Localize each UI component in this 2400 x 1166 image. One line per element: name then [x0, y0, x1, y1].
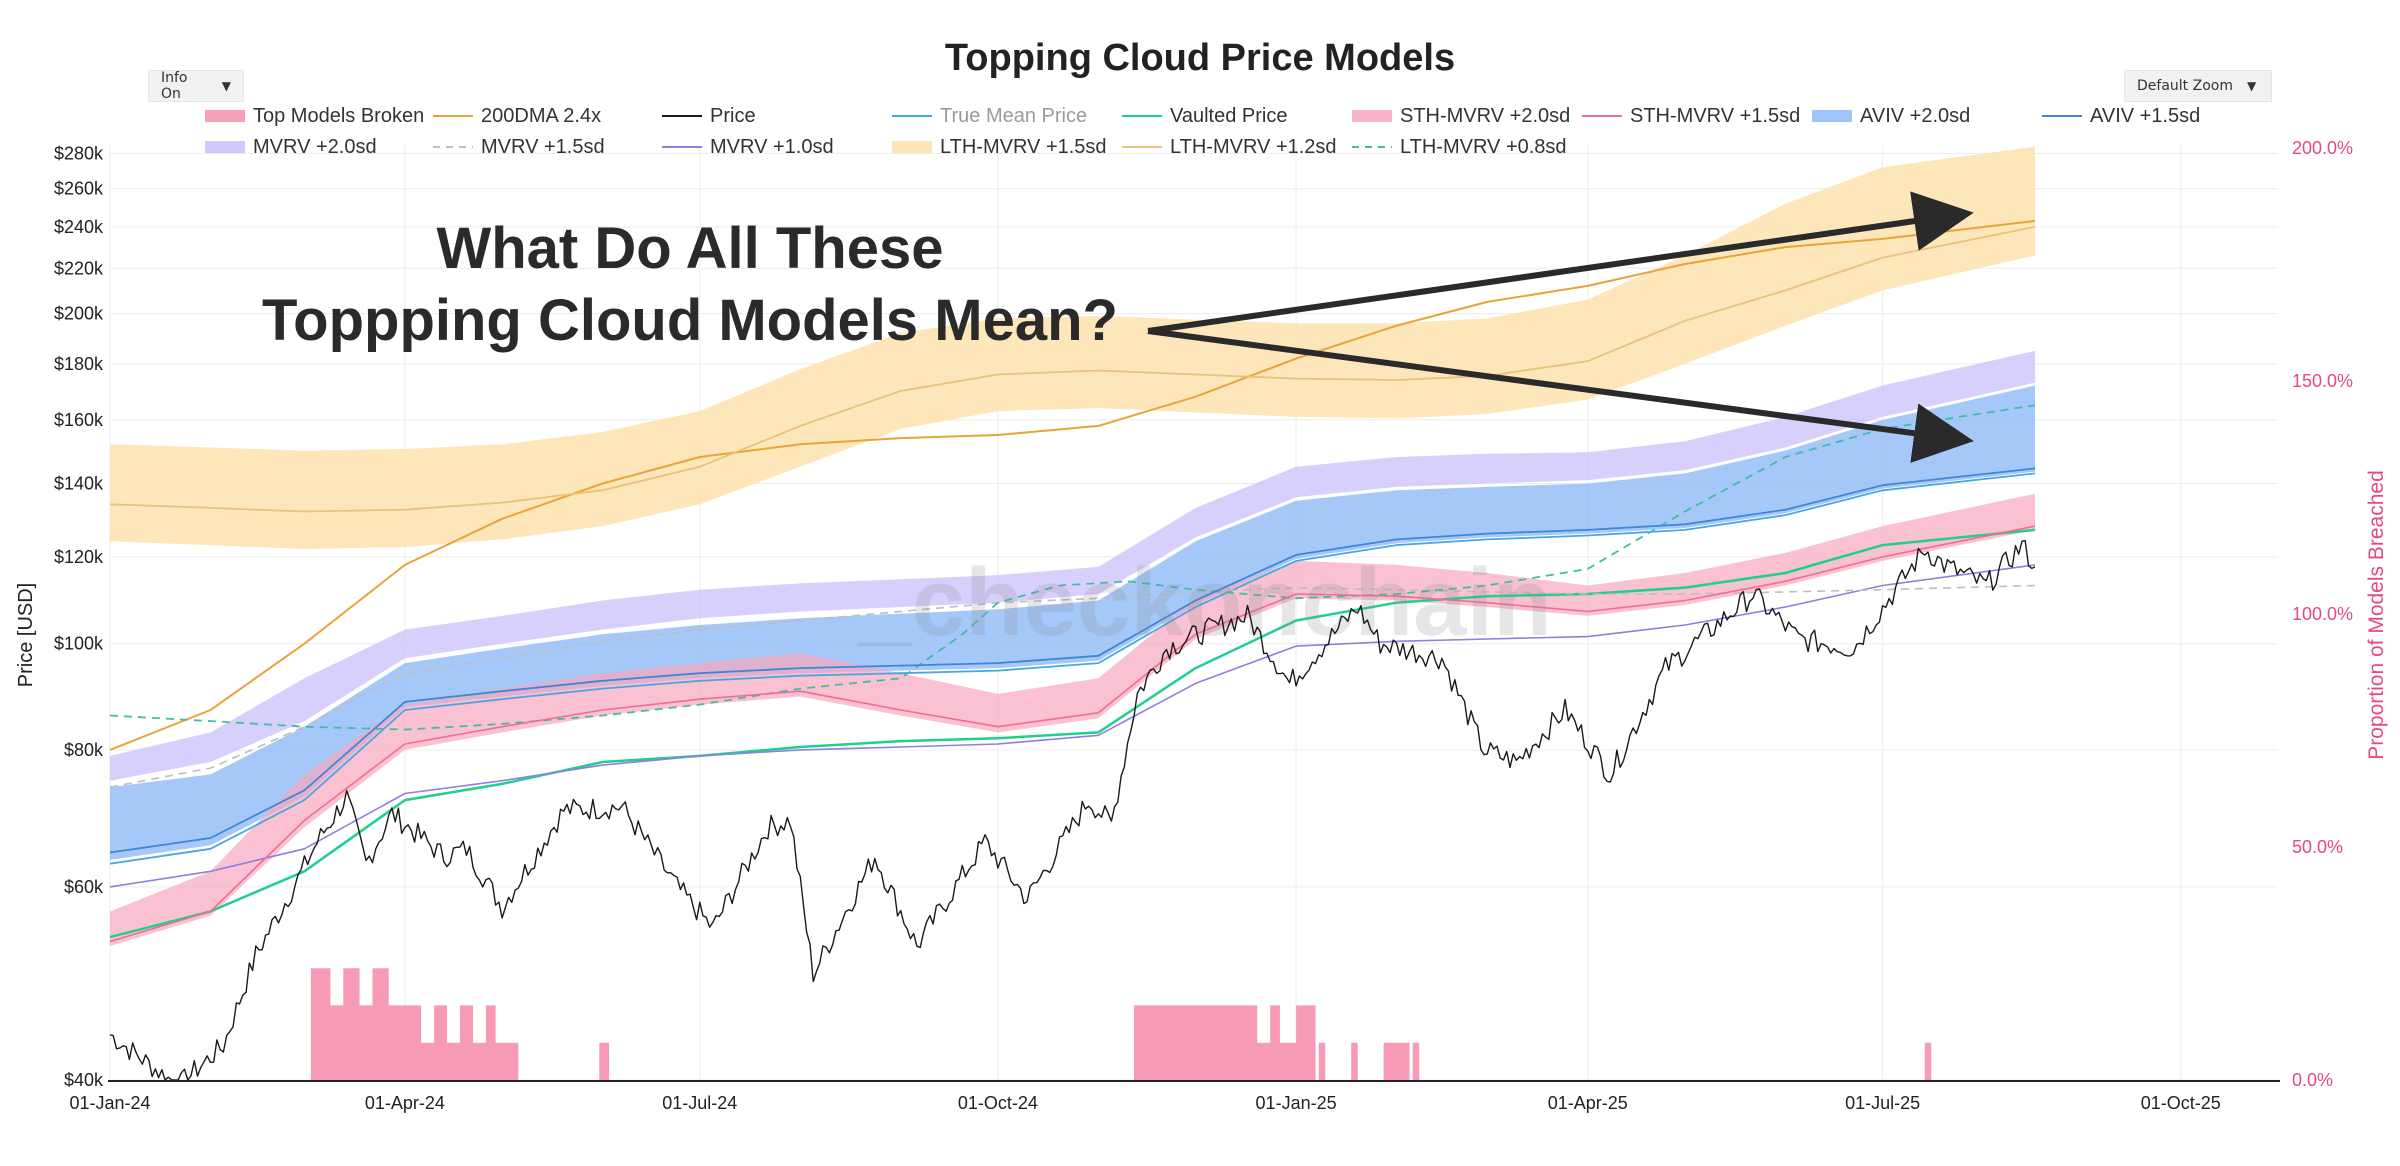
zoom-select-label: Default Zoom: [2137, 78, 2233, 94]
legend-label: AVIV +1.5sd: [2090, 105, 2200, 127]
legend-item: STH-MVRV +2.0sd: [1352, 105, 1570, 127]
y2-tick-label: 150.0%: [2292, 371, 2353, 391]
chevron-down-icon: ▼: [2246, 79, 2257, 93]
y-tick-label: $100k: [54, 634, 104, 654]
mvrv15-line: [109, 584, 2036, 788]
info-toggle-label: Info On: [161, 70, 188, 102]
legend-swatch: [205, 110, 245, 122]
y-tick-label: $160k: [54, 410, 104, 430]
top-models-broken-area: [307, 968, 1932, 1080]
legend-label: AVIV +2.0sd: [1860, 105, 1970, 127]
legend-item: Vaulted Price: [1122, 105, 1287, 127]
legend-item: AVIV +2.0sd: [1812, 105, 1970, 127]
legend-label: 200DMA 2.4x: [481, 105, 601, 127]
legend-label: MVRV +1.5sd: [481, 136, 605, 158]
axes: Price [USD] Proportion of Models Breache…: [15, 138, 2388, 1113]
legend-item: LTH-MVRV +0.8sd: [1352, 136, 1567, 158]
legend-label: STH-MVRV +1.5sd: [1630, 105, 1800, 127]
vaulted-line: [109, 528, 2036, 939]
legend-label: Top Models Broken: [253, 105, 424, 127]
y-tick-label: $220k: [54, 258, 104, 278]
dma-line: [109, 219, 2036, 751]
x-tick-label: 01-Jan-24: [69, 1093, 150, 1113]
legend-label: STH-MVRV +2.0sd: [1400, 105, 1570, 127]
chart-title: Topping Cloud Price Models: [945, 37, 1455, 79]
annotation-line-1: What Do All These: [437, 216, 944, 281]
legend-item: 200DMA 2.4x: [433, 105, 601, 127]
lth12-line: [109, 225, 2036, 513]
annotation-arrow-lower: [1147, 328, 1974, 463]
x-tick-label: 01-Apr-24: [365, 1093, 445, 1113]
sth15-line: [109, 525, 2036, 943]
annotation: What Do All These Toppping Cloud Models …: [262, 191, 1974, 463]
x-tick-label: 01-Apr-25: [1548, 1093, 1628, 1113]
legend-label: MVRV +1.0sd: [710, 136, 834, 158]
legend-item: AVIV +1.5sd: [2042, 105, 2200, 127]
mvrv2-band: [110, 350, 2035, 781]
legend-item: Top Models Broken: [205, 105, 424, 127]
legend: Top Models Broken 200DMA 2.4x Price True Me…: [205, 105, 2200, 158]
info-toggle[interactable]: Info On ▼: [148, 70, 244, 102]
y-tick-label: $180k: [54, 354, 104, 374]
annotation-line-2: Toppping Cloud Models Mean?: [262, 288, 1118, 353]
y-tick-label: $240k: [54, 217, 104, 237]
y2-tick-label: 0.0%: [2292, 1070, 2333, 1090]
x-tick-label: 01-Jul-25: [1845, 1093, 1920, 1113]
watermark: _checkonchain: [857, 549, 1552, 656]
legend-item: MVRV +1.0sd: [662, 136, 834, 158]
zoom-select[interactable]: Default Zoom ▼: [2124, 70, 2272, 102]
legend-item: STH-MVRV +1.5sd: [1582, 105, 1800, 127]
y-tick-label: $60k: [64, 877, 104, 897]
sth2-band: [110, 493, 2035, 946]
x-tick-label: 01-Jan-25: [1256, 1093, 1337, 1113]
y-tick-label: $200k: [54, 304, 104, 324]
legend-swatch: [1812, 110, 1852, 122]
x-tick-label: 01-Jul-24: [662, 1093, 737, 1113]
model-lines: [109, 219, 2036, 943]
legend-item: Price: [662, 105, 756, 127]
legend-item: LTH-MVRV +1.2sd: [1122, 136, 1337, 158]
x-tick-label: 01-Oct-25: [2141, 1093, 2221, 1113]
legend-label: Price: [710, 105, 756, 127]
y2-tick-label: 200.0%: [2292, 138, 2353, 158]
legend-label: LTH-MVRV +1.2sd: [1170, 136, 1337, 158]
y-tick-label: $260k: [54, 179, 104, 199]
aviv2-band: [110, 385, 2035, 860]
y-tick-label: $40k: [64, 1070, 104, 1090]
y2-axis-label: Proportion of Models Breached: [2365, 470, 2388, 760]
x-tick-label: 01-Oct-24: [958, 1093, 1038, 1113]
legend-item: MVRV +1.5sd: [433, 136, 605, 158]
y-tick-label: $80k: [64, 740, 104, 760]
price-layer: [109, 540, 2036, 1081]
legend-item: MVRV +2.0sd: [205, 136, 377, 158]
legend-swatch: [892, 141, 932, 153]
breach-area-layer: [307, 968, 1932, 1080]
price-line: [109, 540, 2036, 1081]
legend-label: True Mean Price: [940, 105, 1087, 127]
true_mean-line: [109, 472, 2036, 865]
y-tick-label: $140k: [54, 473, 104, 493]
lth08-line: [109, 404, 2036, 731]
chevron-down-icon: ▼: [221, 79, 231, 93]
legend-label: LTH-MVRV +0.8sd: [1400, 136, 1567, 158]
lth15-band: [110, 146, 2035, 549]
y2-tick-label: 50.0%: [2292, 837, 2343, 857]
annotation-arrow-upper: [1147, 191, 1974, 334]
legend-label: Vaulted Price: [1170, 105, 1287, 127]
legend-swatch: [205, 141, 245, 153]
legend-label: MVRV +2.0sd: [253, 136, 377, 158]
y2-tick-label: 100.0%: [2292, 604, 2353, 624]
cloud-bands: [110, 146, 2035, 946]
legend-item: True Mean Price: [892, 105, 1087, 127]
y-tick-label: $120k: [54, 547, 104, 567]
legend-label: LTH-MVRV +1.5sd: [940, 136, 1107, 158]
legend-swatch: [1352, 110, 1392, 122]
legend-item: LTH-MVRV +1.5sd: [892, 136, 1107, 158]
aviv15-line: [109, 467, 2036, 854]
y-axis-label: Price [USD]: [15, 583, 37, 687]
y-tick-label: $280k: [54, 143, 104, 163]
mvrv1-line: [109, 564, 2036, 888]
